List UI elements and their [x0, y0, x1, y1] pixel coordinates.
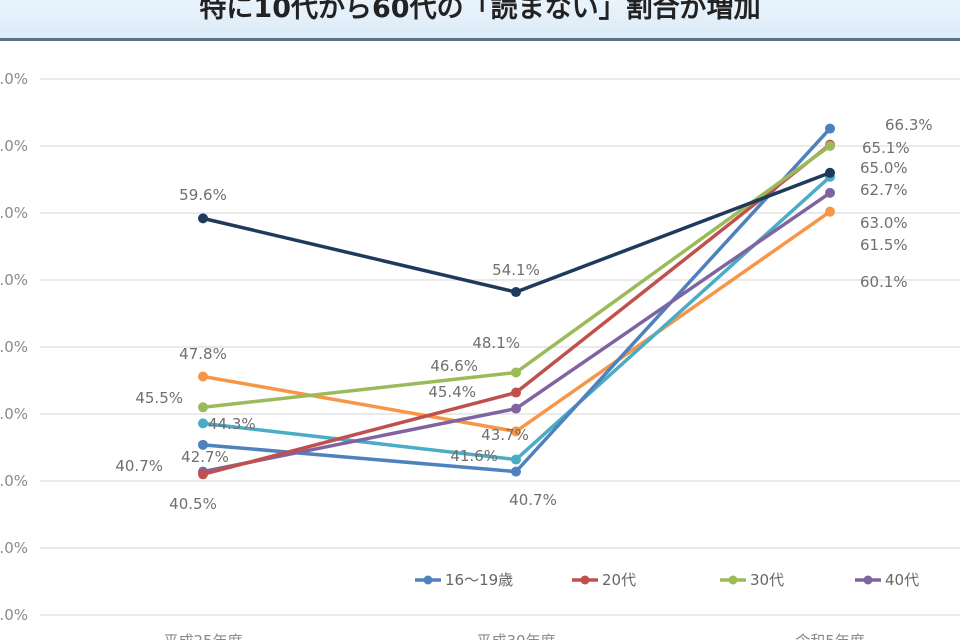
data-point	[511, 387, 521, 398]
data-label: 42.7%	[181, 448, 229, 466]
chart-title: 特に10代から60代の「読まない」割合が増加	[199, 0, 761, 24]
legend-marker	[423, 575, 433, 585]
data-point	[198, 213, 208, 224]
y-tick-label: 60.0%	[0, 204, 28, 222]
y-tick-label: 55.0%	[0, 271, 28, 289]
data-point	[511, 466, 521, 477]
legend-marker	[728, 575, 738, 585]
y-tick-label: 65.0%	[0, 137, 28, 155]
data-point	[198, 371, 208, 382]
data-point	[198, 402, 208, 413]
legend-marker	[863, 575, 873, 585]
data-point	[511, 454, 521, 465]
data-point	[825, 167, 835, 178]
data-point	[198, 439, 208, 450]
data-label: 61.5%	[860, 236, 908, 254]
y-tick-label: 40.0%	[0, 472, 28, 490]
data-label: 45.4%	[428, 383, 476, 401]
data-label: 44.3%	[208, 415, 256, 433]
data-label: 43.7%	[481, 426, 529, 444]
data-label: 65.1%	[862, 139, 910, 157]
y-tick-label: 50.0%	[0, 338, 28, 356]
y-tick-label: 30.0%	[0, 606, 28, 624]
legend-label: 40代	[885, 571, 919, 589]
data-point	[825, 123, 835, 134]
data-label: 41.6%	[450, 447, 498, 465]
data-label: 62.7%	[860, 181, 908, 199]
series-line	[202, 143, 832, 476]
data-label: 63.0%	[860, 214, 908, 232]
legend-label: 20代	[602, 571, 636, 589]
data-label: 59.6%	[179, 186, 227, 204]
series-line	[202, 127, 832, 474]
legend-label: 16〜19歳	[445, 571, 513, 589]
data-point	[198, 418, 208, 429]
x-tick-label: 平成25年度	[163, 632, 242, 640]
x-tick-label: 令和5年度	[795, 632, 865, 640]
data-label: 54.1%	[492, 261, 540, 279]
y-tick-label: 35.0%	[0, 539, 28, 557]
y-tick-label: 45.0%	[0, 405, 28, 423]
data-label: 45.5%	[135, 389, 183, 407]
data-label: 40.7%	[509, 491, 557, 509]
data-label: 40.5%	[169, 495, 217, 513]
data-label: 46.6%	[430, 357, 478, 375]
data-point	[825, 206, 835, 217]
data-point	[825, 141, 835, 151]
data-label: 60.1%	[860, 273, 908, 291]
data-label: 65.0%	[860, 159, 908, 177]
x-tick-label: 平成30年度	[476, 632, 555, 640]
data-point	[511, 403, 521, 414]
legend-marker	[580, 575, 590, 585]
title-bar: 特に10代から60代の「読まない」割合が増加	[0, 0, 960, 41]
y-tick-label: 70.0%	[0, 70, 28, 88]
data-point	[511, 367, 521, 378]
data-point	[511, 287, 521, 298]
legend-label: 30代	[750, 571, 784, 589]
data-point	[198, 469, 208, 480]
data-point	[825, 187, 835, 198]
data-label: 48.1%	[472, 334, 520, 352]
data-label: 66.3%	[885, 116, 933, 134]
data-point	[511, 426, 521, 437]
data-label: 40.7%	[115, 457, 163, 475]
data-label: 47.8%	[179, 345, 227, 363]
